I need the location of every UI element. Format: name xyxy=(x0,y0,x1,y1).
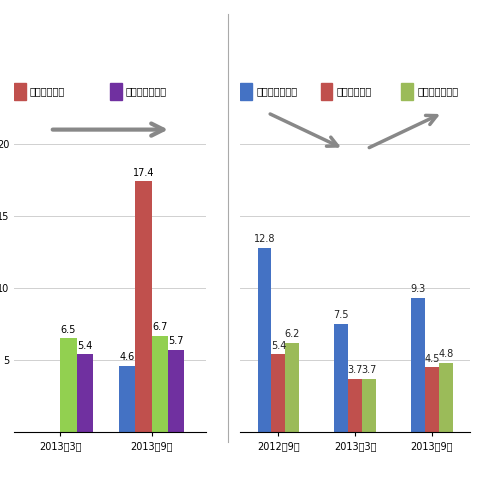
Bar xyxy=(240,83,252,100)
Text: 動画配信サイト: 動画配信サイト xyxy=(256,86,297,96)
Text: 6.5: 6.5 xyxy=(60,325,76,335)
Text: ソフト・アプリ: ソフト・アプリ xyxy=(418,86,458,96)
Bar xyxy=(285,343,299,432)
Text: その他サイト: その他サイト xyxy=(30,86,65,96)
Bar xyxy=(272,354,285,432)
Text: 4.5: 4.5 xyxy=(424,354,440,364)
Text: スマホ／タブレット: スマホ／タブレット xyxy=(280,34,344,48)
Text: 5.4: 5.4 xyxy=(271,341,286,350)
Text: 12.8: 12.8 xyxy=(254,234,276,244)
Bar xyxy=(258,248,272,432)
Text: その他サイト: その他サイト xyxy=(337,86,372,96)
Bar xyxy=(135,181,152,432)
Bar xyxy=(439,363,453,432)
Bar xyxy=(119,366,135,432)
Bar xyxy=(14,83,26,100)
Bar xyxy=(110,83,122,100)
Text: ソフト・アプリ: ソフト・アプリ xyxy=(126,86,167,96)
Bar xyxy=(425,367,439,432)
Bar xyxy=(411,298,425,432)
Text: 5.7: 5.7 xyxy=(168,336,184,347)
Text: 6.7: 6.7 xyxy=(152,322,168,332)
Text: 3.7: 3.7 xyxy=(361,365,377,375)
Bar xyxy=(335,324,348,432)
Bar xyxy=(77,354,93,432)
Bar xyxy=(401,83,413,100)
Text: 5.4: 5.4 xyxy=(77,341,93,350)
Bar xyxy=(362,379,376,432)
Text: 6.2: 6.2 xyxy=(285,329,300,339)
Text: 3.7: 3.7 xyxy=(348,365,363,375)
Text: 17.4: 17.4 xyxy=(132,168,154,178)
Bar xyxy=(168,350,184,432)
Text: パソコン: パソコン xyxy=(60,34,88,48)
Text: 7.5: 7.5 xyxy=(334,311,349,321)
Bar xyxy=(152,336,168,432)
Text: 4.8: 4.8 xyxy=(438,349,454,359)
Bar xyxy=(348,379,362,432)
Text: 9.3: 9.3 xyxy=(410,285,426,294)
Bar xyxy=(60,338,77,432)
Bar xyxy=(321,83,332,100)
Text: 4.6: 4.6 xyxy=(119,352,134,362)
